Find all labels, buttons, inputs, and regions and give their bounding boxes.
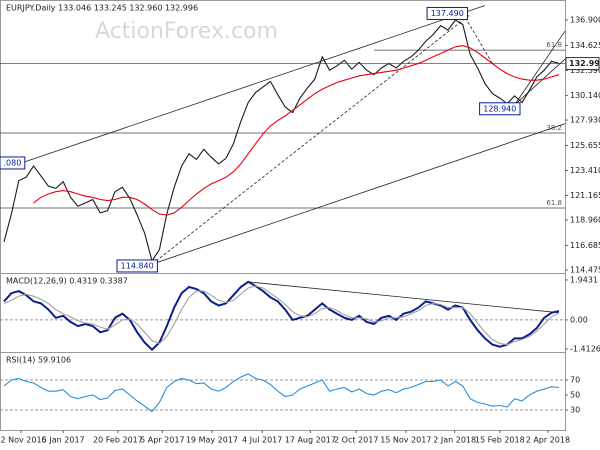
y-tick-label: 130.140	[570, 91, 600, 100]
level-label: 38.2	[546, 124, 562, 132]
x-tick-label: 2 Apr 2018	[526, 436, 570, 445]
y-tick-label: 1.9431	[570, 275, 598, 284]
x-tick-label: 20 Feb 2017	[93, 436, 143, 445]
x-tick-label: 15 Nov 2017	[380, 436, 431, 445]
y-tick-label: 123.410	[570, 166, 600, 175]
x-tick-label: 4 Jul 2017	[242, 436, 282, 445]
annotation-box	[479, 102, 521, 116]
y-tick-label: 127.930	[570, 116, 600, 125]
annotation-label: 114.840	[121, 261, 154, 270]
y-tick-label: 125.655	[570, 141, 600, 150]
level-label: 61.8	[546, 41, 562, 49]
series-line	[3, 285, 560, 346]
y-tick-label: -1.4126	[570, 344, 600, 353]
watermark: ActionForex.com	[95, 19, 278, 44]
annotation-box	[0, 156, 26, 170]
x-tick-label: 22 Nov 2016	[0, 436, 47, 445]
trend-line	[151, 123, 566, 265]
x-tick-label: 15 Feb 2018	[475, 436, 525, 445]
panel-title: MACD(12,26,9) 0.4319 0.3387	[6, 277, 128, 286]
annotation-label: .080	[3, 158, 21, 167]
annotation-label: 137.490	[431, 9, 464, 18]
trend-line	[18, 5, 486, 165]
panel-frame	[0, 352, 566, 431]
x-tick-label: 17 Aug 2017	[285, 436, 336, 445]
annotation-box	[426, 6, 468, 20]
y-tick-label: 132.390	[570, 66, 600, 75]
annotation-box	[116, 259, 158, 273]
x-tick-label: 2 Jan 2018	[433, 436, 476, 445]
last-price-box	[565, 57, 600, 71]
y-tick-label: 30	[570, 405, 580, 414]
level-label: 61.8	[546, 199, 562, 207]
y-tick-label: 136.900	[570, 16, 600, 25]
series-line	[3, 280, 560, 352]
y-tick-label: 70	[570, 375, 580, 384]
x-tick-label: 19 May 2017	[186, 436, 238, 445]
series-line	[33, 45, 560, 216]
annotation-label: 128.940	[483, 104, 516, 113]
series-line	[3, 19, 560, 263]
panel-title: RSI(14) 59.9106	[6, 356, 71, 365]
x-tick-label: 5 Apr 2017	[140, 436, 184, 445]
trend-line	[248, 281, 560, 314]
panel-title: EURJPY.Daily 133.046 133.245 132.960 132…	[6, 4, 198, 13]
y-tick-label: 134.625	[570, 41, 600, 50]
y-tick-label: 121.165	[570, 191, 600, 200]
series-line	[3, 373, 560, 413]
trend-line	[514, 30, 566, 105]
x-tick-label: 2 Oct 2017	[334, 436, 378, 445]
y-tick-label: 0.00	[570, 315, 588, 324]
last-price-label: 132.996	[569, 59, 600, 68]
y-tick-label: 116.685	[570, 241, 600, 250]
y-tick-label: 50	[570, 390, 580, 399]
y-tick-label: 118.960	[570, 216, 600, 225]
x-tick-label: 5 Jan 2017	[42, 436, 85, 445]
trend-line	[151, 14, 471, 265]
y-tick-label: 114.475	[570, 266, 600, 275]
trend-line	[514, 58, 566, 106]
